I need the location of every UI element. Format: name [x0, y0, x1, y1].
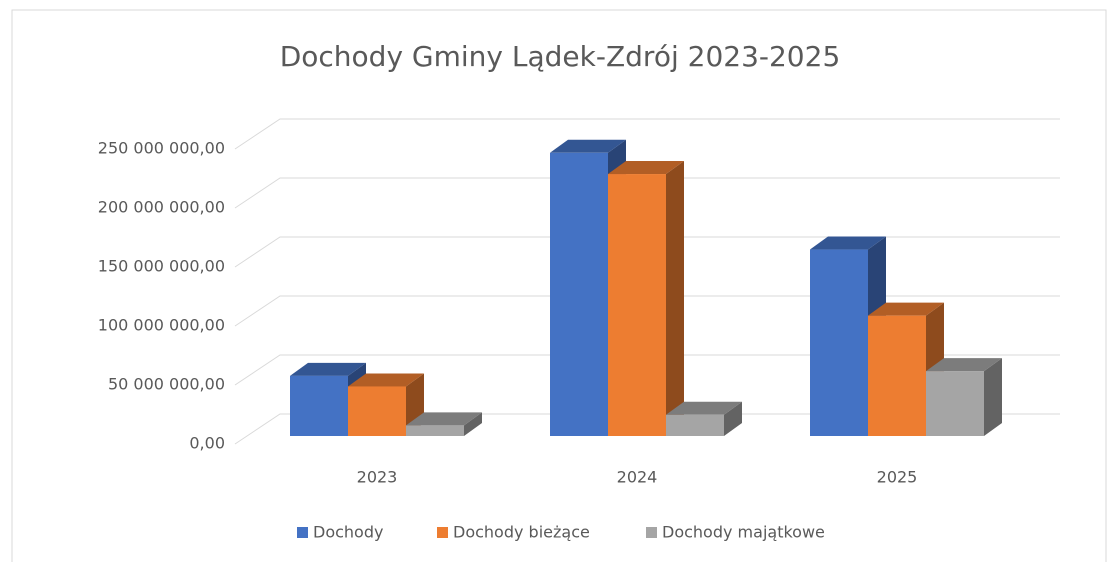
grid-line	[234, 413, 1060, 445]
bar-top	[290, 362, 366, 376]
bar	[868, 315, 926, 436]
grid-line	[234, 354, 1060, 386]
bar	[406, 425, 464, 436]
bar-top	[608, 161, 684, 175]
grid-line	[234, 118, 1060, 150]
bar-top	[926, 358, 1002, 372]
x-tick-label: 2023	[357, 468, 398, 487]
bar-side	[984, 358, 1002, 436]
grid-line	[234, 177, 1060, 209]
bar-top	[550, 139, 626, 153]
bar-top	[666, 401, 742, 415]
bar-side	[724, 401, 742, 436]
legend-swatch	[297, 527, 308, 538]
x-tick-label: 2024	[617, 468, 658, 487]
bar	[926, 371, 984, 436]
x-tick-label: 2025	[877, 468, 918, 487]
y-tick-label: 150 000 000,00	[98, 257, 225, 276]
y-tick-label: 250 000 000,00	[98, 139, 225, 158]
bar	[550, 152, 608, 437]
y-tick-label: 0,00	[189, 434, 225, 453]
y-tick-label: 200 000 000,00	[98, 198, 225, 217]
bar	[608, 174, 666, 437]
legend-label: Dochody	[313, 523, 383, 542]
legend-swatch	[437, 527, 448, 538]
legend-label: Dochody majątkowe	[662, 523, 825, 542]
bar-top	[868, 302, 944, 316]
bar-top	[810, 236, 886, 250]
bar	[348, 386, 406, 436]
bar-top	[406, 412, 482, 426]
bar	[810, 249, 868, 436]
legend-label: Dochody bieżące	[453, 523, 590, 542]
legend-swatch	[646, 527, 657, 538]
y-tick-label: 50 000 000,00	[108, 375, 225, 394]
bar	[290, 375, 348, 436]
chart-title: Dochody Gminy Lądek-Zdrój 2023-2025	[280, 40, 841, 73]
bar	[666, 414, 724, 436]
bar-side	[666, 161, 684, 437]
grid-line	[234, 295, 1060, 327]
grid-line	[234, 236, 1060, 268]
bar-side	[464, 412, 482, 436]
bar-top	[348, 373, 424, 387]
y-tick-label: 100 000 000,00	[98, 316, 225, 335]
